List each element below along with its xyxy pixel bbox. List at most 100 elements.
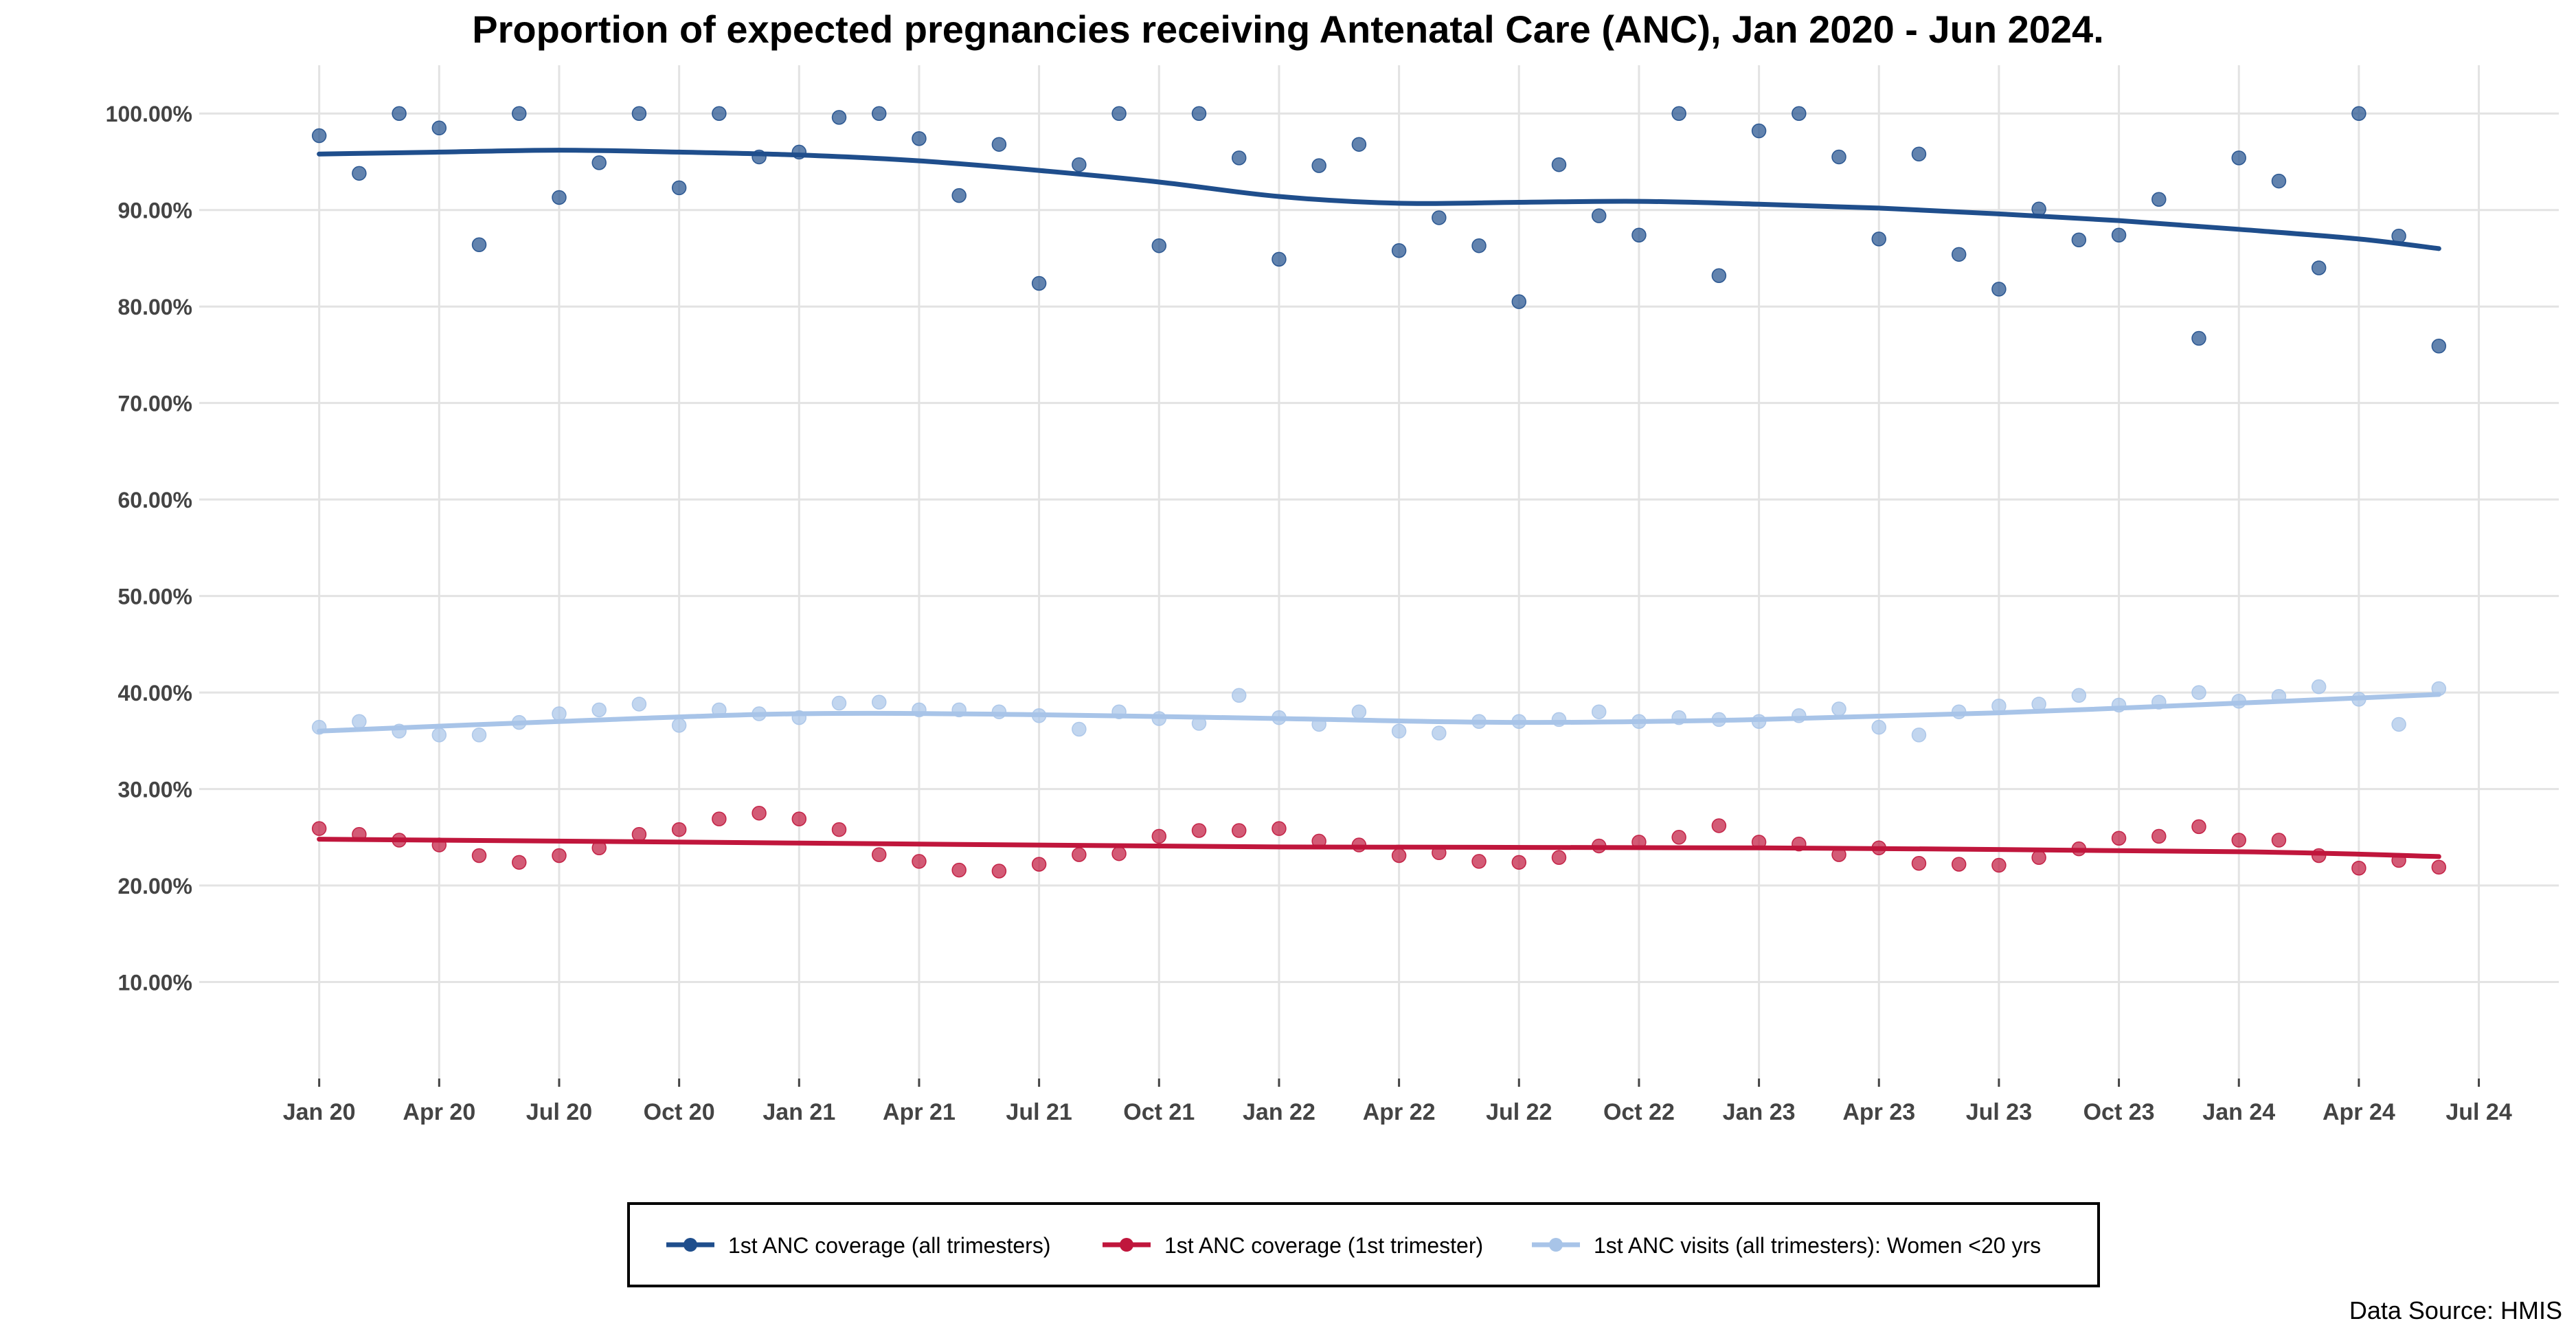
series-2-point — [2151, 828, 2167, 844]
series-3-point — [1751, 714, 1767, 729]
series-1-point — [791, 144, 807, 160]
legend-swatch-point — [1549, 1238, 1563, 1252]
series-1-point — [591, 155, 607, 170]
series-3-trend-line — [317, 692, 2441, 734]
series-3-point — [1511, 714, 1527, 729]
series-1-point — [1272, 251, 1287, 267]
series-3-point — [1111, 704, 1127, 719]
series-1-point — [1031, 275, 1047, 291]
series-3-point — [431, 727, 447, 743]
series-3-point — [712, 702, 727, 718]
series-1-point — [552, 190, 567, 205]
series-2-point — [552, 848, 567, 864]
series-1-point — [912, 131, 927, 146]
x-tick-label: Jan 24 — [2202, 1099, 2275, 1125]
series-1-point — [2431, 339, 2447, 354]
series-3-point — [1471, 714, 1487, 729]
series-1-point — [2391, 228, 2406, 244]
series-2-point — [1391, 848, 1407, 864]
series-2-point — [1911, 855, 1927, 871]
series-1-point — [1671, 106, 1686, 121]
series-3-point — [2031, 697, 2046, 712]
series-1-point — [1871, 232, 1887, 247]
series-1-point — [752, 149, 767, 165]
series-3-point — [2391, 716, 2406, 732]
series-2-point — [912, 854, 927, 869]
series-3-point — [631, 697, 647, 712]
series-2-point — [1151, 828, 1167, 844]
series-2-point — [951, 862, 967, 878]
series-3-point — [1351, 704, 1367, 719]
series-3-point — [1631, 714, 1647, 729]
series-1-point — [2071, 232, 2087, 248]
legend-swatch-point — [1120, 1238, 1133, 1252]
series-2-point — [1631, 835, 1647, 850]
series-2-point — [2231, 833, 2246, 848]
series-1-point — [2231, 150, 2246, 166]
series-2-point — [1031, 857, 1047, 872]
series-2-point — [1991, 857, 2007, 873]
series-2-point — [471, 848, 487, 864]
series-2-point — [2191, 819, 2206, 835]
y-tick-label: 30.00% — [117, 778, 192, 802]
x-tick-label: Jan 22 — [1243, 1099, 1315, 1125]
series-1-point — [1231, 150, 1247, 166]
series-3-point — [2111, 697, 2127, 713]
series-1-point — [1391, 242, 1407, 258]
series-3-point — [831, 695, 847, 711]
x-tick-label: Apr 21 — [883, 1099, 956, 1125]
series-1-point — [1591, 208, 1607, 223]
y-tick-label: 60.00% — [117, 488, 192, 512]
chart-title: Proportion of expected pregnancies recei… — [472, 8, 2104, 51]
data-source-note: Data Source: HMIS — [2349, 1296, 2562, 1324]
series-3-point — [1671, 710, 1686, 725]
series-3-point — [1831, 701, 1846, 716]
series-3-point — [2151, 695, 2167, 710]
x-tick-label: Apr 20 — [403, 1099, 475, 1125]
x-tick-label: Jul 20 — [526, 1099, 592, 1125]
series-1-point — [671, 180, 687, 196]
axis-layer: 10.00% 20.00% 30.00% 40.00% 50.00% 60.00% 70.0… — [106, 102, 2512, 1125]
series-2-point — [1871, 840, 1887, 856]
series-2-point — [2111, 831, 2127, 846]
series-2-point — [1351, 837, 1367, 853]
series-1-point — [1751, 123, 1767, 139]
y-tick-label: 70.00% — [117, 392, 192, 416]
series-2-point — [1711, 818, 1727, 833]
series-1-point — [1471, 238, 1487, 253]
series-1-point — [1072, 157, 1087, 172]
series-3-point — [871, 695, 887, 710]
series-2-point — [1951, 857, 1967, 872]
y-tick-label: 20.00% — [117, 874, 192, 899]
series-3-point — [791, 710, 807, 725]
x-tick-label: Oct 22 — [1603, 1099, 1675, 1125]
y-tick-label: 90.00% — [117, 199, 192, 223]
y-tick-label: 40.00% — [117, 681, 192, 706]
series-1-point — [1311, 158, 1326, 173]
series-1-point — [2351, 106, 2366, 121]
legend-swatch-point — [683, 1238, 697, 1252]
series-2-point — [631, 826, 647, 842]
series-2-point — [752, 805, 767, 821]
series-2-point — [1511, 855, 1527, 870]
series-2-point — [1471, 854, 1487, 869]
series-1-point — [1191, 106, 1207, 121]
series-1-point — [1711, 268, 1727, 283]
series-3-point — [512, 714, 527, 730]
series-2-point — [991, 864, 1007, 879]
legend: 1st ANC coverage (all trimesters) 1st ANC… — [627, 1202, 2100, 1287]
series-3-point — [392, 723, 407, 739]
series-2-point — [1831, 847, 1846, 862]
series-3-point — [1311, 716, 1326, 732]
series-2-point — [512, 855, 527, 870]
series-3-point — [591, 702, 607, 718]
series-2-point — [1432, 845, 1447, 861]
series-3-point — [1792, 708, 1807, 723]
series-3-point — [671, 718, 687, 733]
y-tick-label: 100.00% — [106, 102, 192, 126]
x-tick-label: Jul 21 — [1006, 1099, 1072, 1125]
series-3-point — [2191, 685, 2206, 700]
series-1-point — [831, 110, 847, 125]
